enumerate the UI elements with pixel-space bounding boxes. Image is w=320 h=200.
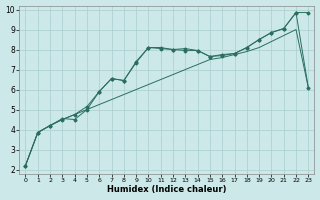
X-axis label: Humidex (Indice chaleur): Humidex (Indice chaleur): [107, 185, 227, 194]
